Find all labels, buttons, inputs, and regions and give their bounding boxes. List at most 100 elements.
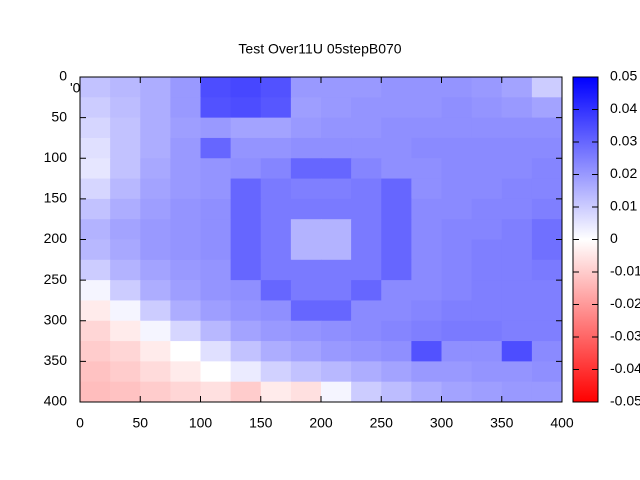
heat-cell [260, 381, 292, 402]
heat-cell [321, 361, 352, 383]
heat-cell [381, 219, 412, 241]
x-tick-label: 250 [370, 415, 394, 431]
heat-cell [260, 158, 292, 180]
heat-cell [140, 341, 171, 362]
heat-cell [381, 178, 412, 200]
heat-cell [471, 381, 503, 402]
heat-cell [80, 198, 111, 220]
heat-cell [411, 117, 443, 139]
heat-cell [170, 320, 202, 342]
heat-cell [321, 77, 352, 98]
heat-cell [200, 97, 232, 119]
heat-cell [290, 300, 322, 322]
heat-cell [170, 117, 202, 139]
heat-cell [110, 381, 141, 402]
heat-cell [531, 361, 562, 383]
heat-cell [230, 77, 262, 98]
heat-cell [501, 320, 533, 342]
heat-cell [531, 97, 562, 119]
heat-cell [110, 97, 141, 119]
heat-cell [200, 198, 232, 220]
heat-cell [381, 300, 412, 322]
heat-cell [230, 259, 262, 281]
heat-cell [230, 361, 262, 383]
heat-cell [351, 381, 382, 402]
heat-cell [351, 178, 382, 200]
heat-cell [110, 341, 141, 362]
heat-cell [200, 280, 232, 302]
heat-cell [170, 361, 202, 383]
heat-cell [290, 158, 322, 180]
heat-cell [170, 381, 202, 402]
heat-cell [411, 178, 443, 200]
heat-cell [321, 320, 352, 342]
heat-cell [170, 341, 202, 362]
heat-cell [170, 219, 202, 241]
heat-cell [290, 320, 322, 342]
heat-cell [80, 77, 111, 98]
heat-cell [321, 137, 352, 159]
heat-cell [80, 158, 111, 180]
heat-cell [140, 97, 171, 119]
heat-cell [531, 341, 562, 362]
heat-cell [471, 178, 503, 200]
heat-cell [441, 280, 473, 302]
heat-cell [110, 77, 141, 98]
heat-cell [531, 239, 562, 261]
heat-cell [110, 320, 141, 342]
heat-cell [230, 137, 262, 159]
heat-cell [351, 259, 382, 281]
heat-cell [501, 280, 533, 302]
y-tick-label: 250 [44, 271, 68, 287]
heat-cell [351, 77, 382, 98]
heat-cell [110, 219, 141, 241]
heat-cell [230, 280, 262, 302]
heat-cell [441, 77, 473, 98]
heat-cell [260, 300, 292, 322]
heat-cell [80, 97, 111, 119]
heat-cell [290, 259, 322, 281]
heat-cell [200, 158, 232, 180]
heat-cell [140, 137, 171, 159]
heat-cell [381, 239, 412, 261]
y-tick-label: 350 [44, 352, 68, 368]
heat-cell [351, 97, 382, 119]
heat-cell [110, 137, 141, 159]
heat-cell [441, 239, 473, 261]
heat-cell [230, 320, 262, 342]
heat-cell [80, 137, 111, 159]
x-tick-label: 300 [430, 415, 454, 431]
heat-cell [501, 97, 533, 119]
heat-cell [80, 219, 111, 241]
heat-cell [501, 117, 533, 139]
heat-cell [531, 198, 562, 220]
heat-cell [170, 77, 202, 98]
heat-cell [170, 259, 202, 281]
heat-cell [501, 381, 533, 402]
heat-cell [260, 320, 292, 342]
heat-cell [170, 178, 202, 200]
heat-cell [351, 361, 382, 383]
heat-cell [441, 259, 473, 281]
heat-cell [140, 178, 171, 200]
heat-cell [411, 219, 443, 241]
heat-cell [260, 178, 292, 200]
heat-cell [321, 341, 352, 362]
annotation: '0 [70, 80, 81, 96]
heat-cell [200, 219, 232, 241]
heat-cell [441, 361, 473, 383]
y-tick-label: 100 [44, 149, 68, 165]
x-tick-label: 200 [309, 415, 333, 431]
heat-cell [80, 259, 111, 281]
heat-cell [471, 117, 503, 139]
heat-cell [321, 300, 352, 322]
heat-cell [471, 77, 503, 98]
y-tick-label: 300 [44, 311, 68, 327]
heat-cell [531, 77, 562, 98]
heat-cell [230, 178, 262, 200]
heat-cell [290, 137, 322, 159]
heat-cell [471, 137, 503, 159]
heat-cell [471, 320, 503, 342]
x-tick-label: 100 [189, 415, 213, 431]
